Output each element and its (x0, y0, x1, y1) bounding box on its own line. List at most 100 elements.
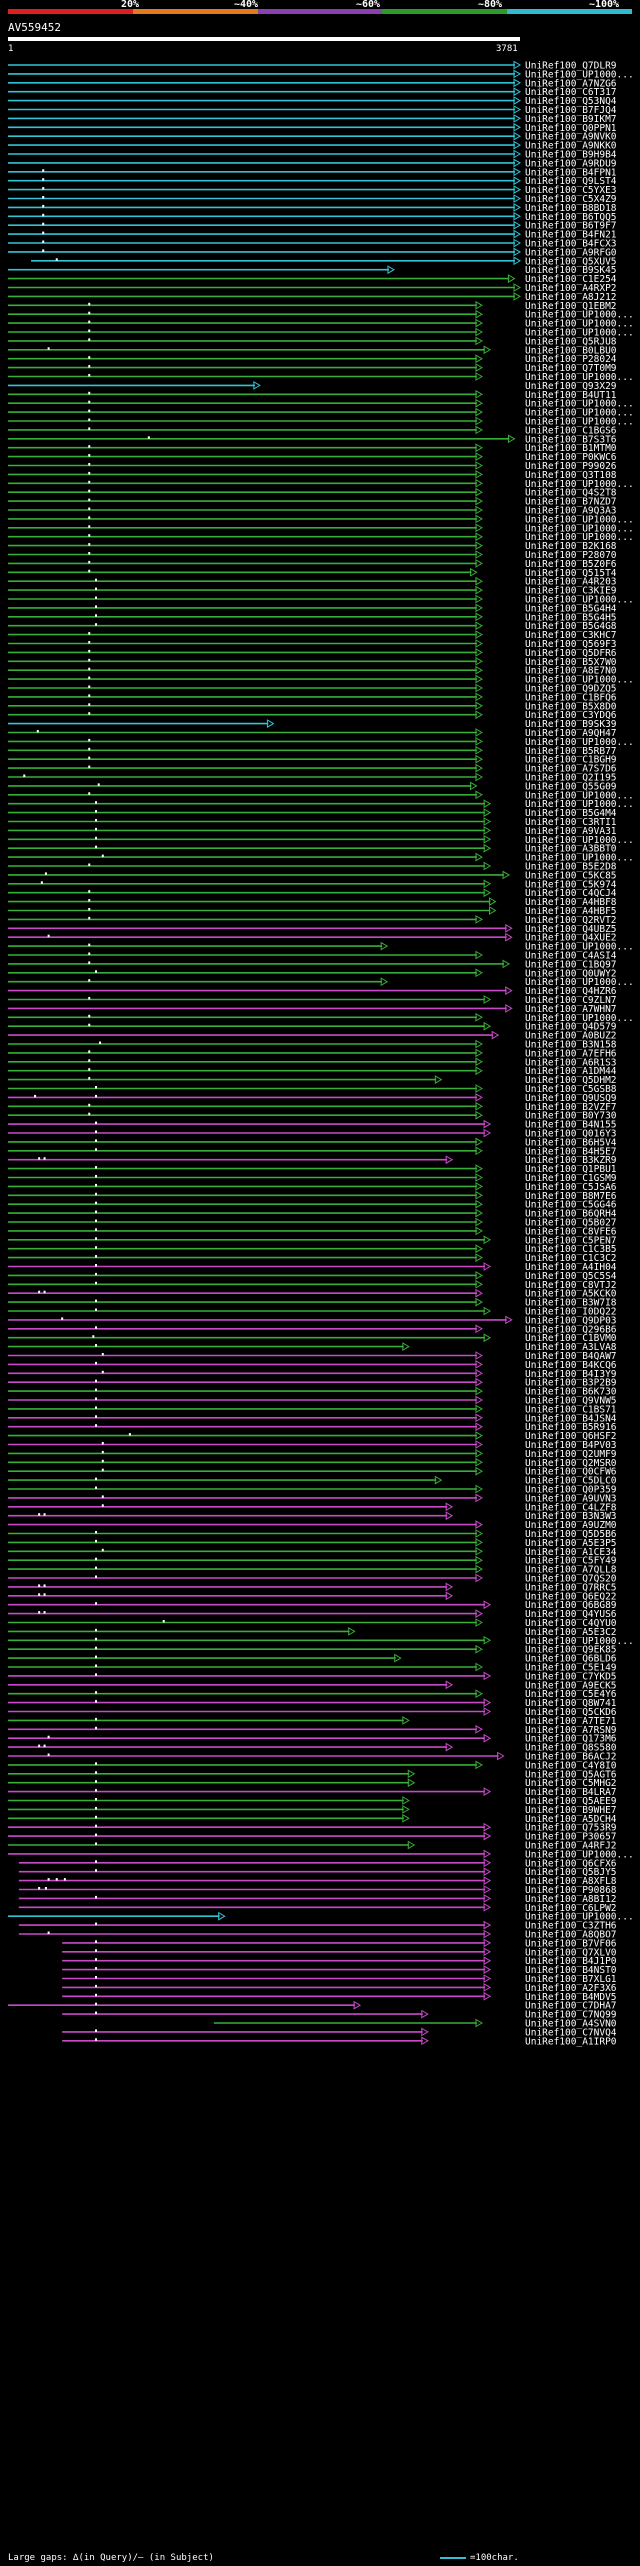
hit-label[interactable]: UniRef100_C4Y8I0 (525, 1760, 617, 1771)
hit-row[interactable]: UniRef100_Q7QS20 (8, 1574, 617, 1585)
hit-label[interactable]: UniRef100_Q4XUE2 (525, 933, 617, 944)
hit-row[interactable]: UniRef100_C5E4Y6 (8, 1689, 617, 1700)
hit-label[interactable]: UniRef100_C8VTJ2 (525, 1280, 617, 1291)
hit-row[interactable]: UniRef100_B3W7I8 (8, 1298, 617, 1309)
hit-label[interactable]: UniRef100_Q9EK85 (525, 1645, 617, 1656)
hit-label[interactable]: UniRef100_A8XFL8 (525, 1876, 617, 1887)
hit-row[interactable]: UniRef100_C1GSM9 (8, 1173, 617, 1184)
hit-row[interactable]: UniRef100_Q5D5B6 (8, 1529, 617, 1540)
hit-row[interactable]: UniRef100_C7NVQ4 (62, 2027, 617, 2038)
hit-row[interactable]: UniRef100_A2F3X6 (62, 1983, 617, 1994)
hit-row[interactable]: UniRef100_B5X7W0 (8, 657, 617, 668)
hit-row[interactable]: UniRef100_UP1000... (8, 399, 634, 410)
hit-row[interactable]: UniRef100_C5YXE3 (8, 185, 617, 196)
hit-label[interactable]: UniRef100_UP1000... (525, 514, 634, 525)
hit-label[interactable]: UniRef100_Q7XLV0 (525, 1947, 617, 1958)
hit-row[interactable]: UniRef100_A4HBF5 (8, 906, 617, 917)
hit-label[interactable]: UniRef100_A5E3P5 (525, 1538, 617, 1549)
hit-row[interactable]: UniRef100_B4I3Y9 (8, 1369, 617, 1380)
hit-label[interactable]: UniRef100_C1E254 (525, 274, 617, 285)
hit-row[interactable]: UniRef100_C5FY49 (8, 1556, 617, 1567)
hit-label[interactable]: UniRef100_C1GSM9 (525, 1173, 617, 1184)
hit-row[interactable]: UniRef100_Q9DP03 (8, 1315, 617, 1326)
hit-row[interactable]: UniRef100_C1BQ97 (8, 959, 617, 970)
hit-label[interactable]: UniRef100_Q9USQ9 (525, 1093, 617, 1104)
hit-label[interactable]: UniRef100_UP1000... (525, 853, 634, 864)
hit-row[interactable]: UniRef100_P28070 (8, 550, 617, 561)
hit-row[interactable]: UniRef100_B4MDV5 (62, 1992, 617, 2003)
hit-row[interactable]: UniRef100_Q5CKD6 (8, 1707, 617, 1718)
hit-label[interactable]: UniRef100_B6T9F7 (525, 221, 617, 232)
hit-label[interactable]: UniRef100_B4N155 (525, 1120, 617, 1131)
hit-label[interactable]: UniRef100_C3RTI1 (525, 817, 617, 828)
hit-row[interactable]: UniRef100_A4R203 (8, 577, 617, 588)
hit-row[interactable]: UniRef100_B5RB77 (8, 746, 617, 757)
hit-label[interactable]: UniRef100_A4IH04 (525, 1262, 617, 1273)
hit-label[interactable]: UniRef100_A4RXP2 (525, 283, 617, 294)
hit-row[interactable]: UniRef100_UP1000... (8, 1912, 634, 1923)
hit-label[interactable]: UniRef100_B2VZF7 (525, 1102, 617, 1113)
hit-row[interactable]: UniRef100_C1BGH9 (8, 755, 617, 766)
hit-row[interactable]: UniRef100_Q8W741 (8, 1698, 617, 1709)
hit-row[interactable]: UniRef100_UP1000... (8, 310, 634, 321)
hit-row[interactable]: UniRef100_C7DHA7 (8, 2001, 617, 2012)
hit-row[interactable]: UniRef100_P0KWC6 (8, 452, 617, 463)
hit-row[interactable]: UniRef100_A9NVK0 (8, 132, 617, 143)
hit-row[interactable]: UniRef100_Q1PBU1 (8, 1164, 617, 1175)
hit-label[interactable]: UniRef100_Q0P359 (525, 1485, 617, 1496)
hit-row[interactable]: UniRef100_B6T9F7 (8, 221, 617, 232)
hit-row[interactable]: UniRef100_A4HBF8 (8, 897, 617, 908)
hit-row[interactable]: UniRef100_A7EFH6 (8, 1048, 617, 1059)
hit-row[interactable]: UniRef100_Q753R9 (8, 1823, 617, 1834)
hit-row[interactable]: UniRef100_Q9EK85 (8, 1645, 617, 1656)
hit-row[interactable]: UniRef100_B4LRA7 (8, 1787, 617, 1798)
hit-row[interactable]: UniRef100_A7QLL8 (8, 1565, 617, 1576)
hit-label[interactable]: UniRef100_C5JSA6 (525, 1182, 617, 1193)
hit-label[interactable]: UniRef100_B7NZD7 (525, 497, 617, 508)
hit-row[interactable]: UniRef100_UP1000... (8, 595, 634, 606)
hit-row[interactable]: UniRef100_A5KCK0 (8, 1289, 617, 1300)
hit-label[interactable]: UniRef100_B4LRA7 (525, 1787, 617, 1798)
hit-row[interactable]: UniRef100_C5KC85 (8, 870, 617, 881)
hit-row[interactable]: UniRef100_B4J1P0 (62, 1956, 617, 1967)
hit-label[interactable]: UniRef100_C7NVQ4 (525, 2027, 617, 2038)
hit-row[interactable]: UniRef100_Q9USQ9 (8, 1093, 617, 1104)
hit-label[interactable]: UniRef100_B5Z0F6 (525, 559, 617, 570)
hit-row[interactable]: UniRef100_C5PEN7 (8, 1235, 617, 1246)
hit-label[interactable]: UniRef100_A7EFH6 (525, 1048, 617, 1059)
hit-label[interactable]: UniRef100_B4NST0 (525, 1965, 617, 1976)
hit-label[interactable]: UniRef100_Q9VNW5 (525, 1396, 617, 1407)
hit-row[interactable]: UniRef100_C3KIE9 (8, 586, 617, 597)
hit-row[interactable]: UniRef100_B7XLG1 (62, 1974, 617, 1985)
hit-label[interactable]: UniRef100_Q9DZQ5 (525, 684, 617, 695)
hit-label[interactable]: UniRef100_Q016Y3 (525, 1129, 617, 1140)
hit-label[interactable]: UniRef100_UP1000... (525, 319, 634, 330)
hit-label[interactable]: UniRef100_C5MHG2 (525, 1778, 617, 1789)
hit-row[interactable]: UniRef100_C7NQ99 (62, 2010, 617, 2021)
hit-label[interactable]: UniRef100_A2F3X6 (525, 1983, 617, 1994)
hit-row[interactable]: UniRef100_UP1000... (8, 853, 634, 864)
hit-label[interactable]: UniRef100_UP1000... (525, 675, 634, 686)
hit-row[interactable]: UniRef100_A9QH47 (8, 728, 617, 739)
hit-label[interactable]: UniRef100_B6TQQ5 (525, 212, 617, 223)
hit-label[interactable]: UniRef100_Q8S580 (525, 1743, 617, 1754)
hit-label[interactable]: UniRef100_P99026 (525, 461, 617, 472)
hit-label[interactable]: UniRef100_UP1000... (525, 737, 634, 748)
hit-row[interactable]: UniRef100_C1C3B5 (8, 1244, 617, 1255)
hit-label[interactable]: UniRef100_B4FN21 (525, 230, 617, 241)
hit-label[interactable]: UniRef100_B8M7E6 (525, 1191, 617, 1202)
hit-row[interactable]: UniRef100_Q4HZR6 (8, 986, 617, 997)
hit-row[interactable]: UniRef100_Q6BLD6 (8, 1654, 617, 1665)
hit-row[interactable]: UniRef100_UP1000... (8, 835, 634, 846)
hit-row[interactable]: UniRef100_B5R916 (8, 1422, 617, 1433)
hit-label[interactable]: UniRef100_Q5AGT6 (525, 1769, 617, 1780)
hit-label[interactable]: UniRef100_Q2MSR0 (525, 1458, 617, 1469)
hit-label[interactable]: UniRef100_C1BQ97 (525, 959, 617, 970)
hit-row[interactable]: UniRef100_Q5RJU8 (8, 336, 617, 347)
hit-row[interactable]: UniRef100_A9VA31 (8, 826, 617, 837)
hit-row[interactable]: UniRef100_A7WHN7 (8, 1004, 617, 1015)
hit-label[interactable]: UniRef100_C5GG46 (525, 1200, 617, 1211)
hit-row[interactable]: UniRef100_B0LBU0 (8, 345, 617, 356)
hit-row[interactable]: UniRef100_B3N158 (8, 1040, 617, 1051)
hit-row[interactable]: UniRef100_B7VF06 (62, 1938, 617, 1949)
